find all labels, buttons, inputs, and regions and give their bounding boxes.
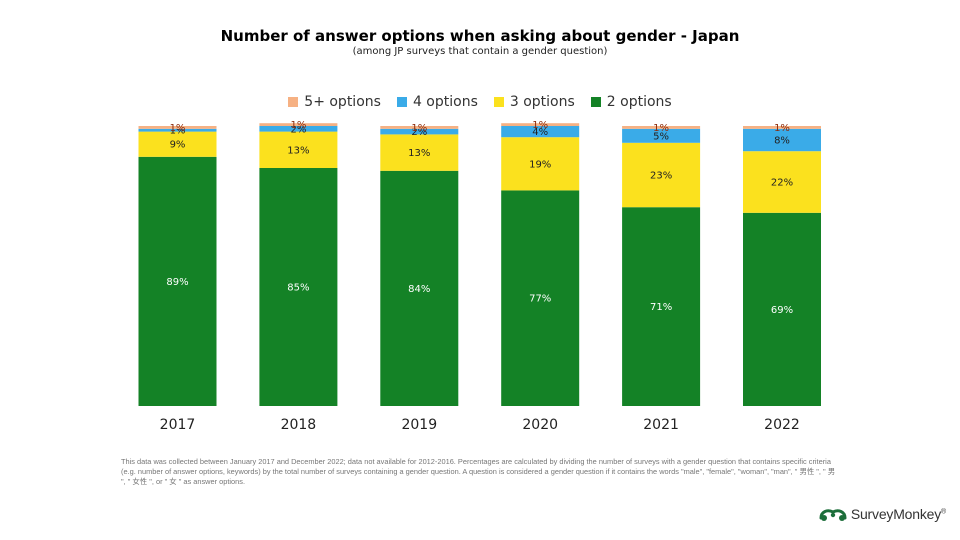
bar-segment	[743, 126, 821, 129]
data-label: 1%	[532, 120, 548, 131]
legend-item-2: 2 options	[590, 94, 672, 110]
data-label: 2%	[290, 124, 306, 135]
bar-segment	[501, 137, 580, 191]
bar-segment	[380, 126, 459, 129]
x-tick-label: 2018	[281, 417, 317, 433]
data-label: 13%	[287, 145, 309, 156]
legend-label: 4 options	[412, 94, 478, 110]
data-label: 1%	[170, 123, 186, 134]
data-label: 1%	[290, 120, 306, 131]
data-label: 2%	[411, 127, 427, 138]
bar-segment	[743, 151, 821, 213]
bar-segment	[622, 126, 701, 129]
footnote: This data was collected between January …	[121, 457, 836, 486]
chart-legend: 5+ options 4 options 3 options 2 options	[0, 94, 960, 110]
legend-swatch	[493, 97, 504, 107]
x-tick-label: 2020	[522, 417, 558, 433]
x-tick-label: 2022	[764, 417, 800, 433]
bar-segment	[259, 123, 338, 126]
bar-segment	[138, 156, 217, 406]
data-label: 1%	[653, 123, 669, 134]
x-tick-label: 2017	[160, 417, 196, 433]
legend-label: 2 options	[606, 94, 672, 110]
data-label: 22%	[771, 178, 793, 189]
bar-segment	[743, 128, 821, 152]
data-label: 4%	[532, 127, 548, 138]
bar-segment	[259, 126, 338, 132]
bar-segment	[501, 123, 580, 126]
x-tick-label: 2021	[643, 417, 679, 433]
bar-segment	[380, 170, 459, 406]
data-label: 69%	[771, 305, 793, 316]
legend-item-5plus: 5+ options	[288, 94, 381, 110]
bar-segment	[138, 126, 217, 129]
legend-swatch	[288, 97, 299, 107]
data-label: 1%	[774, 123, 790, 134]
surveymonkey-logo-icon	[819, 509, 847, 521]
legend-label: 5+ options	[304, 94, 381, 110]
data-label: 23%	[650, 171, 672, 182]
chart-title: Number of answer options when asking abo…	[220, 27, 740, 45]
bar-segment	[622, 207, 701, 406]
bar-segment	[501, 190, 580, 406]
legend-swatch	[590, 97, 601, 107]
data-label: 5%	[653, 131, 669, 142]
data-label: 1%	[411, 123, 427, 134]
data-label: 77%	[529, 294, 551, 305]
data-label: 71%	[650, 302, 672, 313]
brand-name: SurveyMonkey®	[850, 506, 946, 522]
legend-item-3: 3 options	[493, 94, 575, 110]
bar-segment	[743, 212, 821, 406]
bar-segment	[259, 131, 338, 168]
bar-segment	[380, 128, 459, 135]
data-label: 9%	[170, 140, 186, 151]
data-label: 19%	[529, 159, 551, 170]
bar-segment	[622, 128, 701, 143]
bar-segment	[259, 168, 338, 406]
data-label: 1%	[170, 126, 186, 137]
bar-segment	[622, 142, 701, 208]
x-tick-label: 2019	[401, 417, 437, 433]
data-label: 8%	[774, 136, 790, 147]
data-label: 13%	[408, 148, 430, 159]
bar-segment	[380, 134, 459, 171]
surveymonkey-logo: SurveyMonkey®	[819, 506, 946, 522]
legend-label: 3 options	[509, 94, 575, 110]
chart-subtitle: (among JP surveys that contain a gender …	[352, 46, 608, 57]
bar-segment	[138, 128, 217, 132]
bar-segment	[138, 131, 217, 157]
data-label: 89%	[166, 277, 188, 288]
legend-item-4: 4 options	[396, 94, 478, 110]
data-label: 85%	[287, 283, 309, 294]
bar-segment	[501, 126, 580, 138]
data-label: 84%	[408, 284, 430, 295]
legend-swatch	[396, 97, 407, 107]
